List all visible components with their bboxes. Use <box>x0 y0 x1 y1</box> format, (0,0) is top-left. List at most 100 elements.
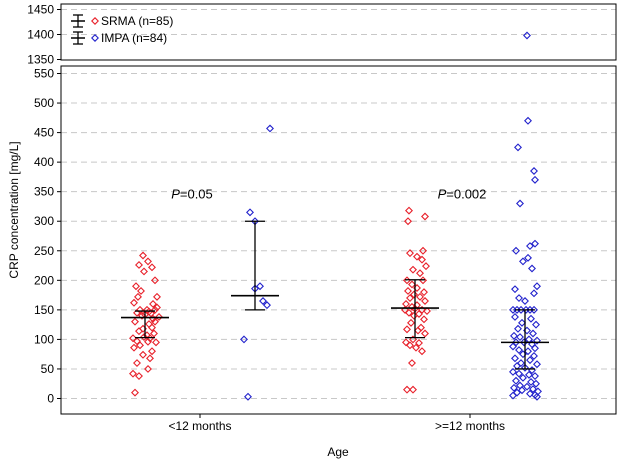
data-point <box>421 329 429 338</box>
y-tick-label: 1450 <box>27 3 54 17</box>
data-point <box>129 369 137 378</box>
data-point <box>523 31 531 40</box>
data-point <box>405 308 413 317</box>
data-point <box>515 294 523 303</box>
data-point <box>525 370 533 379</box>
data-point <box>419 246 427 255</box>
y-tick-label: 300 <box>34 214 54 228</box>
y-tick-label: 50 <box>41 362 55 376</box>
data-point <box>532 320 540 329</box>
data-point <box>132 282 140 291</box>
data-point <box>518 386 526 395</box>
data-point <box>423 307 431 316</box>
data-point <box>155 312 163 321</box>
data-point <box>420 315 428 324</box>
data-point <box>131 388 139 397</box>
data-point <box>533 392 541 401</box>
data-point <box>139 350 147 359</box>
data-point <box>413 252 421 261</box>
data-point <box>526 389 534 398</box>
data-point <box>531 175 539 184</box>
stats-layer <box>121 220 549 370</box>
data-point <box>148 347 156 356</box>
data-point <box>416 269 424 278</box>
data-point <box>512 246 520 255</box>
x-axis-label: Age <box>327 445 349 459</box>
data-point <box>133 308 141 317</box>
data-point <box>518 318 526 327</box>
axes-layer <box>57 3 617 418</box>
data-point <box>148 263 156 272</box>
data-point <box>513 388 521 397</box>
data-point <box>137 286 145 295</box>
legend-marker <box>91 17 99 25</box>
data-point <box>151 305 159 314</box>
data-point <box>511 354 519 363</box>
data-point <box>263 301 271 310</box>
data-point <box>140 267 148 276</box>
data-point <box>528 264 536 273</box>
data-point <box>523 382 531 391</box>
data-point <box>410 290 418 299</box>
data-point <box>511 312 519 321</box>
data-point <box>422 262 430 271</box>
data-point <box>416 292 424 301</box>
data-point <box>515 346 523 355</box>
data-point <box>412 343 420 352</box>
y-tick-label: 1400 <box>27 28 54 42</box>
data-point <box>531 239 539 248</box>
data-point <box>150 329 158 338</box>
data-point <box>415 310 423 318</box>
data-point <box>402 338 410 347</box>
data-point <box>409 385 417 394</box>
data-point <box>533 282 541 291</box>
data-point <box>140 333 148 342</box>
y-tick-label: 1350 <box>27 53 54 67</box>
data-point <box>130 298 138 307</box>
data-point <box>526 242 534 251</box>
data-point <box>531 372 539 381</box>
data-point <box>144 257 152 266</box>
y-axis-label: CRP concentration [mg/L] <box>7 141 21 278</box>
data-point <box>530 167 538 175</box>
data-point <box>509 391 517 400</box>
data-point <box>524 253 532 262</box>
data-point <box>407 318 415 327</box>
data-point <box>418 255 426 264</box>
data-point <box>509 367 517 376</box>
data-point <box>519 373 527 382</box>
data-point <box>149 299 157 308</box>
data-point <box>526 356 534 365</box>
marks-layer <box>129 31 542 401</box>
data-point <box>139 251 147 260</box>
upper-plot-frame <box>60 3 617 61</box>
y-tick-label: 150 <box>34 303 54 317</box>
data-point <box>530 351 538 360</box>
p-value-annotation: P=0.002 <box>438 186 487 201</box>
data-point <box>517 359 525 368</box>
legend-label: IMPA (n=84) <box>101 31 167 45</box>
data-point <box>266 124 274 133</box>
data-point <box>515 369 523 378</box>
data-point <box>527 314 535 323</box>
data-point <box>512 376 520 385</box>
y-tick-label: 450 <box>34 126 54 140</box>
y-tick-label: 500 <box>34 96 54 110</box>
data-point <box>516 333 524 342</box>
data-point <box>418 347 426 356</box>
data-point <box>510 331 518 340</box>
y-tick-label: 250 <box>34 244 54 258</box>
y-tick-label: 200 <box>34 273 54 287</box>
data-point <box>510 383 518 392</box>
data-point <box>151 317 159 326</box>
data-point <box>532 379 540 388</box>
data-point <box>531 344 539 353</box>
x-tick-label: <12 months <box>168 419 231 433</box>
legend-marker <box>91 34 99 42</box>
data-point <box>406 249 414 258</box>
data-point <box>136 341 144 350</box>
data-point <box>131 317 139 326</box>
data-point <box>144 364 152 373</box>
data-point <box>533 360 541 369</box>
